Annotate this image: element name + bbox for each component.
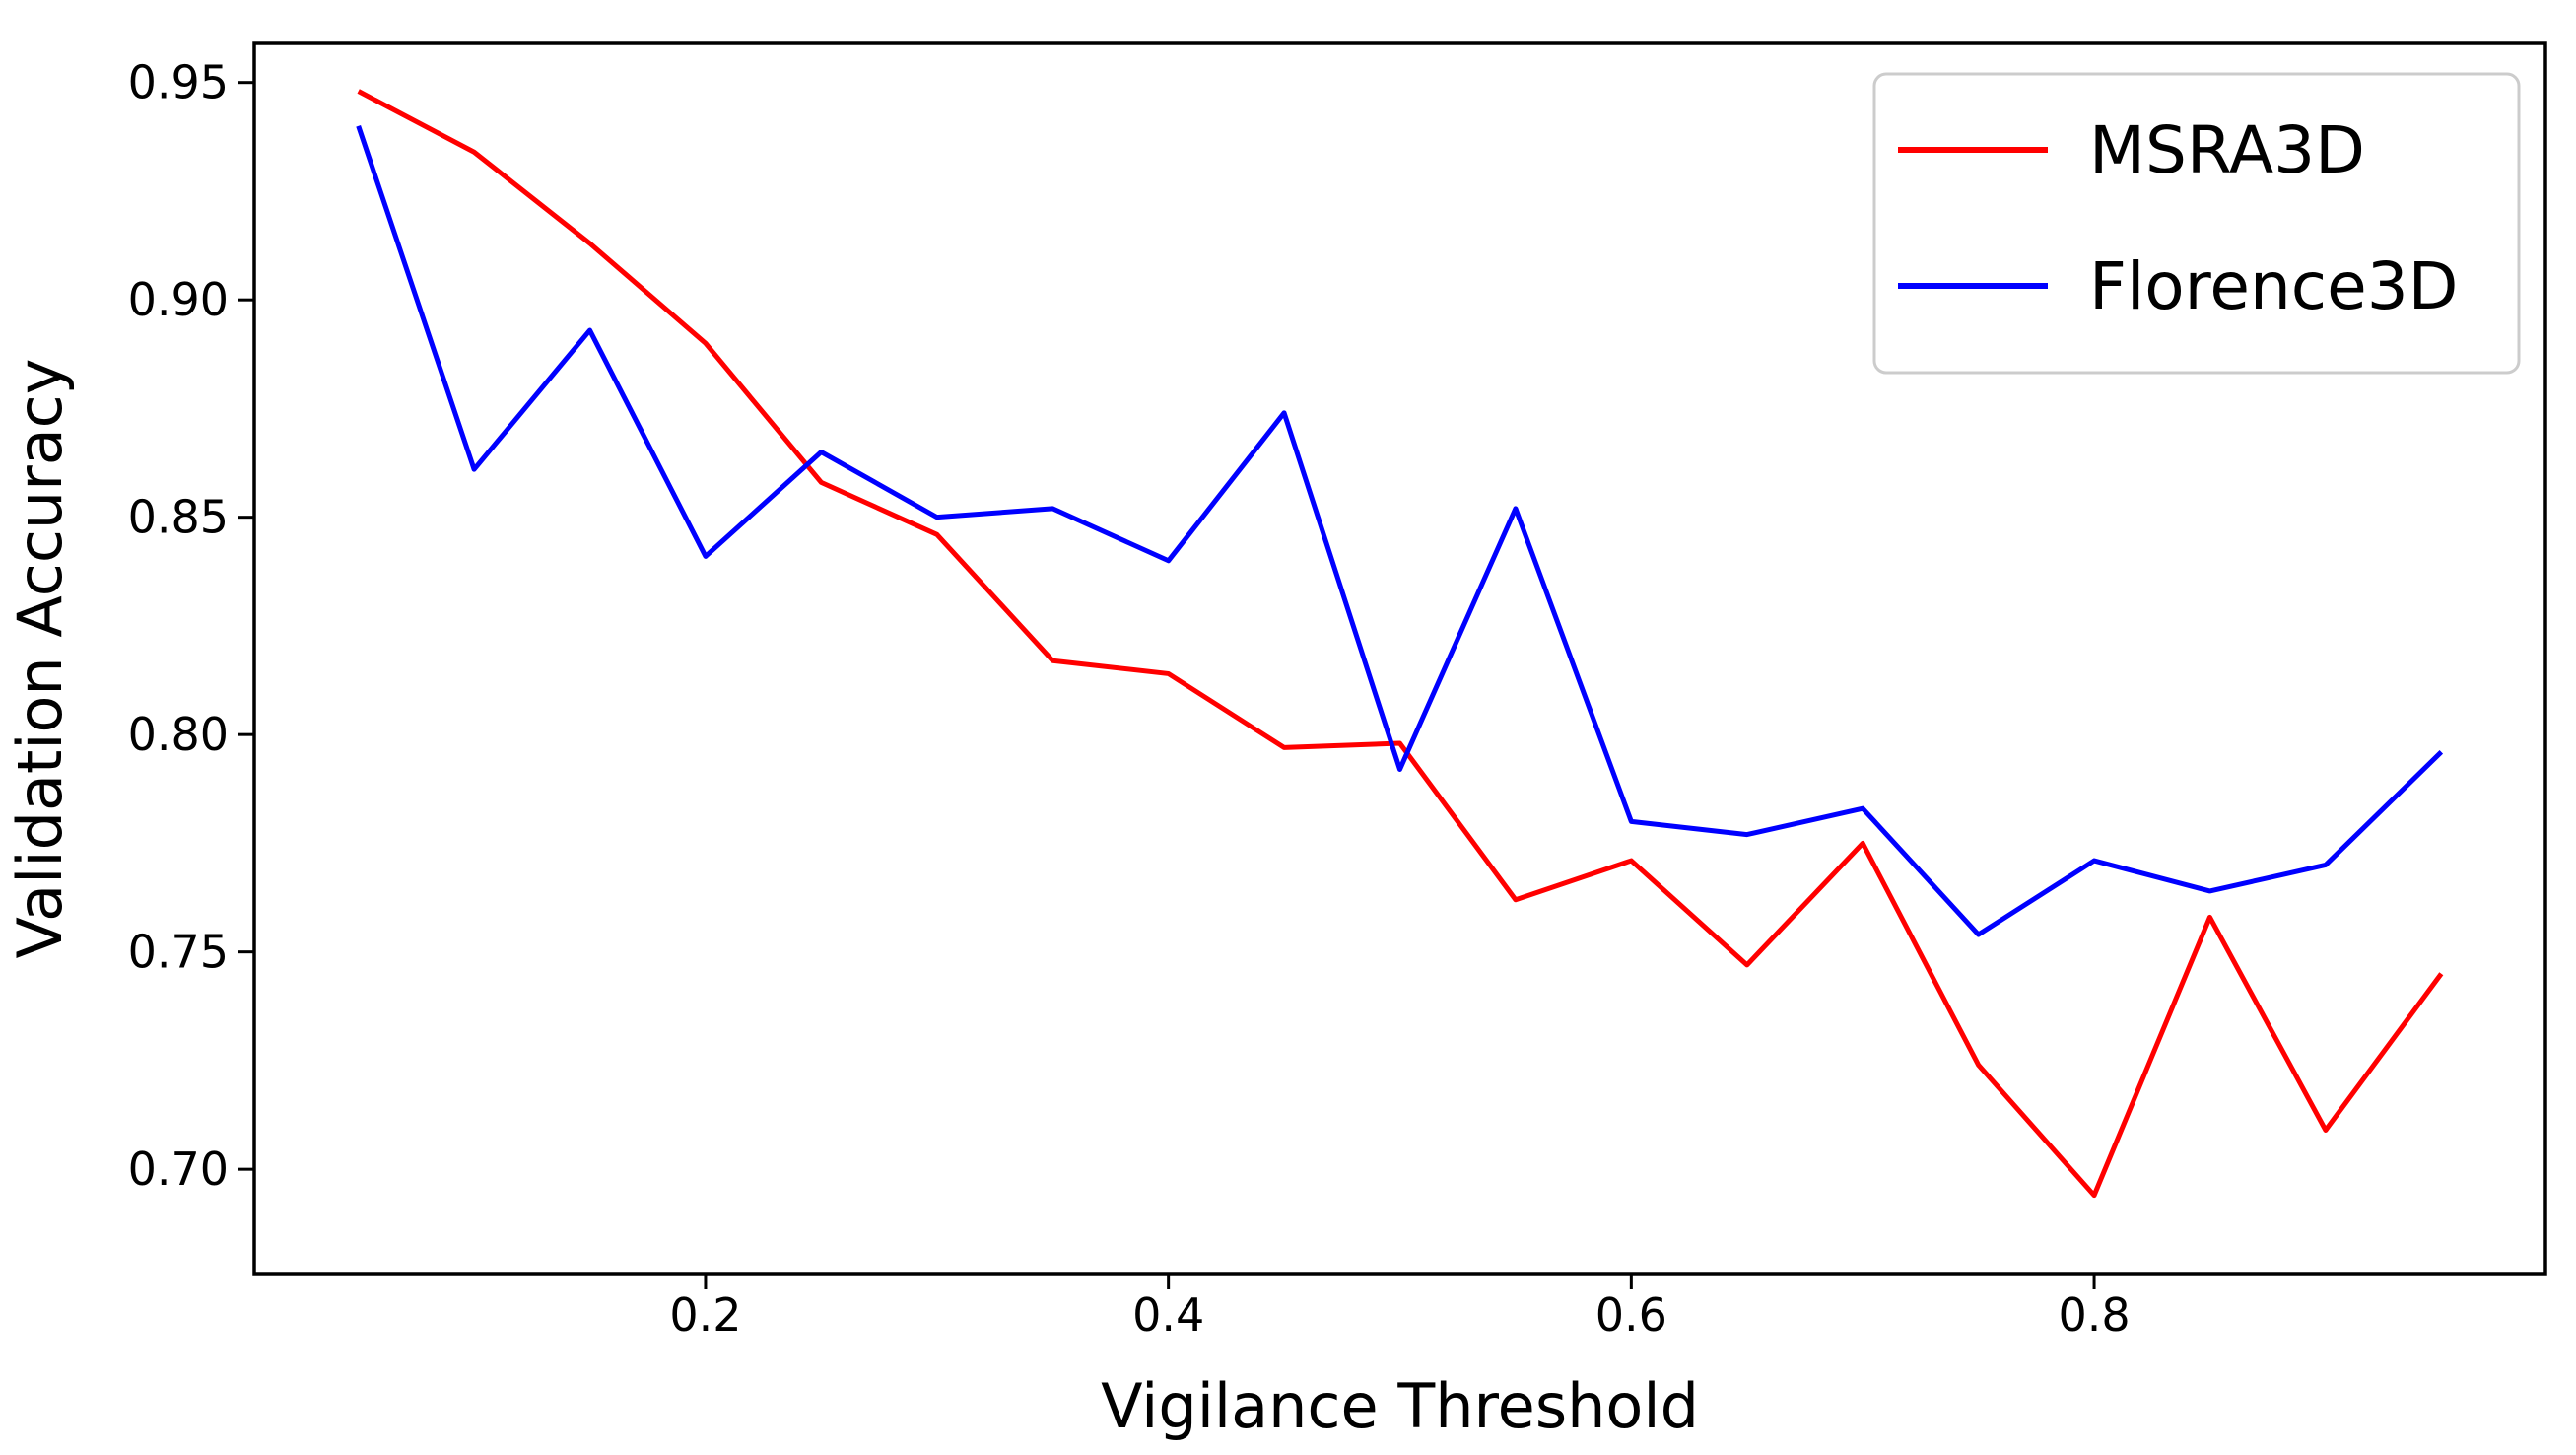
y-tick-label: 0.80 <box>128 708 229 761</box>
y-tick-label: 0.90 <box>128 273 229 326</box>
plot-frame <box>252 41 2547 1276</box>
x-tick-label: 0.8 <box>2058 1288 2130 1342</box>
x-tick-label: 0.6 <box>1595 1288 1667 1342</box>
y-tick-label: 0.70 <box>128 1143 229 1196</box>
series-line-msra3d <box>357 89 2444 1199</box>
x-axis-label: Vigilance Threshold <box>1101 1370 1699 1442</box>
axes-layer: 0.2 0.4 0.6 0.8 0.70 0.75 0.80 0.85 0.90 0.95 Vigi… <box>4 41 2547 1442</box>
y-tick-label: 0.95 <box>128 56 229 109</box>
legend-label-florence3d: Florence3D <box>2089 248 2459 324</box>
y-tick-label: 0.85 <box>128 491 229 544</box>
x-tick-label: 0.4 <box>1132 1288 1204 1342</box>
x-tick-label: 0.2 <box>669 1288 741 1342</box>
y-tick-label: 0.75 <box>128 926 229 979</box>
y-axis-label: Validation Accuracy <box>4 359 76 959</box>
legend-layer: MSRA3D Florence3D <box>1872 72 2521 375</box>
legend-label-msra3d: MSRA3D <box>2089 112 2365 188</box>
series-layer <box>356 89 2444 1199</box>
series-line-florence3d <box>356 124 2444 937</box>
